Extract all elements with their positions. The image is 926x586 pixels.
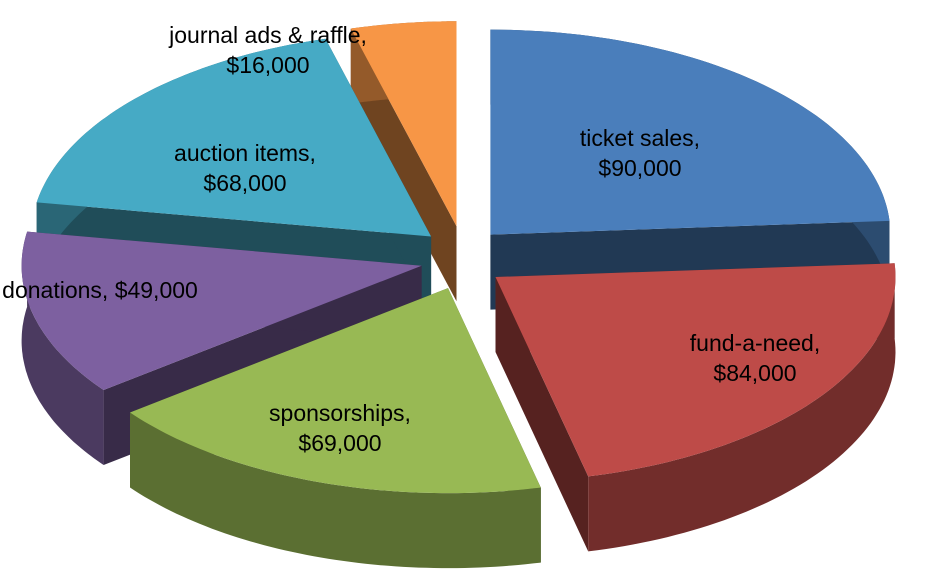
slice-wall bbox=[21, 231, 104, 465]
value-label: $84,000 bbox=[713, 360, 797, 386]
slice-wall bbox=[130, 412, 541, 569]
data-label: ticket sales, $90,000 bbox=[540, 123, 740, 183]
value-label: $49,000 bbox=[114, 277, 198, 303]
slice bbox=[490, 29, 890, 235]
slice-wall bbox=[588, 263, 896, 552]
slice bbox=[36, 38, 432, 237]
category-label: sponsorships, bbox=[269, 400, 411, 426]
category-label: fund-a-need, bbox=[689, 330, 821, 356]
slice-side bbox=[495, 277, 589, 552]
category-label: ticket sales, bbox=[579, 125, 701, 151]
value-label: $68,000 bbox=[203, 170, 287, 196]
data-label: donations, $49,000 bbox=[0, 275, 200, 305]
category-label: journal ads & raffle, bbox=[169, 22, 367, 48]
slice bbox=[21, 231, 422, 390]
value-label: $16,000 bbox=[226, 52, 310, 78]
data-label: auction items, $68,000 bbox=[145, 138, 345, 198]
data-label: sponsorships, $69,000 bbox=[240, 398, 440, 458]
slice bbox=[350, 21, 457, 227]
slice bbox=[130, 288, 541, 494]
data-label: journal ads & raffle, $16,000 bbox=[153, 20, 383, 80]
category-label: donations, bbox=[2, 277, 109, 303]
slice bbox=[495, 263, 896, 477]
category-label: auction items, bbox=[174, 140, 316, 166]
value-label: $69,000 bbox=[298, 430, 382, 456]
value-label: $90,000 bbox=[598, 155, 682, 181]
data-label: fund-a-need, $84,000 bbox=[655, 328, 855, 388]
